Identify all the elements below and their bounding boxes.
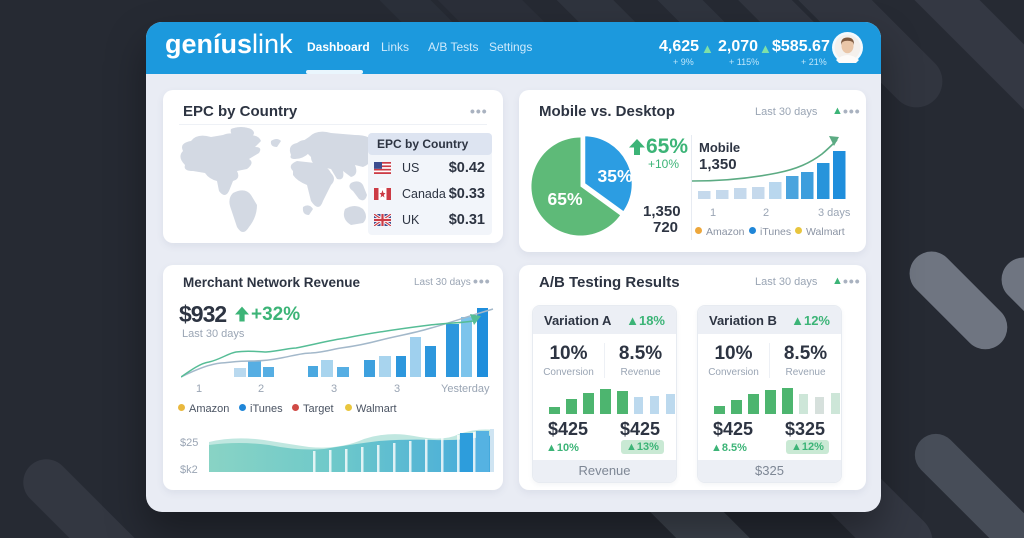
svg-text:35%: 35%	[597, 166, 632, 186]
svg-text:65%: 65%	[547, 189, 582, 209]
